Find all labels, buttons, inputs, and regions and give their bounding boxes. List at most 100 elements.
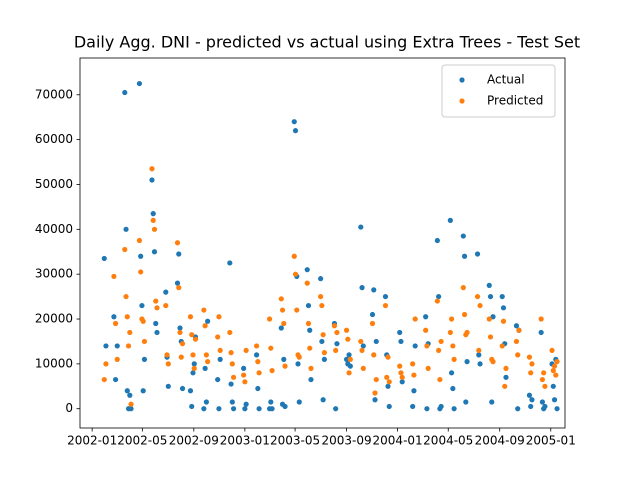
- point: [318, 276, 324, 282]
- y-tick-label: 40000: [35, 222, 73, 236]
- point: [385, 354, 391, 360]
- point: [255, 359, 261, 365]
- point: [149, 177, 155, 183]
- point: [149, 166, 155, 172]
- point: [256, 370, 262, 376]
- point: [192, 336, 199, 342]
- point: [464, 359, 470, 365]
- point: [241, 372, 247, 378]
- point: [424, 343, 430, 349]
- point: [178, 354, 184, 360]
- point: [174, 280, 181, 286]
- point: [490, 359, 496, 365]
- point: [320, 332, 326, 338]
- point: [424, 406, 430, 412]
- point: [138, 269, 144, 275]
- point: [307, 345, 313, 351]
- point: [304, 267, 310, 273]
- point: [477, 361, 483, 367]
- point: [343, 356, 350, 362]
- point: [190, 352, 196, 358]
- point: [189, 332, 195, 338]
- point: [397, 329, 403, 336]
- point: [179, 385, 186, 392]
- point: [436, 293, 442, 300]
- point: [490, 314, 496, 320]
- point: [215, 376, 221, 383]
- point: [282, 363, 288, 369]
- point: [139, 302, 145, 309]
- point: [448, 370, 455, 376]
- point: [360, 365, 366, 371]
- point: [460, 233, 466, 239]
- point: [201, 406, 207, 412]
- point: [122, 246, 128, 253]
- point: [486, 282, 492, 288]
- point: [165, 383, 171, 389]
- point: [127, 392, 133, 398]
- point: [154, 305, 160, 311]
- point: [111, 314, 117, 320]
- point: [551, 397, 558, 403]
- point: [189, 403, 195, 410]
- point: [217, 347, 223, 354]
- point: [305, 302, 312, 309]
- point: [319, 338, 325, 345]
- point: [334, 341, 340, 347]
- point: [487, 334, 494, 340]
- point: [205, 359, 211, 365]
- point: [438, 403, 444, 410]
- point: [410, 361, 416, 367]
- point: [476, 352, 482, 358]
- point: [138, 253, 144, 259]
- point: [141, 338, 148, 345]
- point: [438, 338, 444, 345]
- point: [256, 406, 262, 412]
- point: [279, 307, 286, 313]
- point: [423, 327, 429, 333]
- point: [553, 372, 559, 378]
- point: [331, 323, 338, 329]
- point: [253, 343, 260, 349]
- point: [154, 329, 160, 336]
- point: [386, 379, 392, 385]
- point: [371, 352, 377, 358]
- point: [373, 338, 379, 345]
- point: [230, 374, 237, 380]
- point: [369, 311, 376, 318]
- point: [101, 376, 107, 383]
- point: [397, 363, 403, 369]
- x-tick-label: 2002-01: [67, 434, 117, 448]
- point: [321, 350, 327, 356]
- point: [447, 217, 453, 223]
- point: [176, 285, 182, 291]
- x-tick-label: 2003-09: [321, 434, 371, 448]
- point: [141, 356, 148, 362]
- point: [291, 119, 297, 125]
- point: [372, 390, 378, 396]
- point: [114, 343, 120, 349]
- point: [382, 293, 389, 300]
- point: [304, 280, 310, 286]
- point: [500, 305, 507, 311]
- point: [346, 352, 352, 358]
- point: [163, 289, 169, 295]
- point: [486, 316, 492, 322]
- point: [269, 406, 275, 412]
- point: [153, 298, 159, 304]
- point: [179, 341, 186, 347]
- point: [398, 338, 404, 345]
- point: [150, 211, 156, 217]
- point: [227, 260, 233, 266]
- point: [318, 293, 324, 300]
- point: [217, 356, 223, 362]
- point: [190, 370, 196, 376]
- point: [551, 363, 558, 369]
- point: [125, 343, 132, 349]
- point: [346, 370, 352, 376]
- point: [255, 385, 261, 392]
- point: [399, 374, 405, 380]
- point: [528, 403, 534, 410]
- point: [434, 237, 440, 244]
- point: [516, 327, 522, 333]
